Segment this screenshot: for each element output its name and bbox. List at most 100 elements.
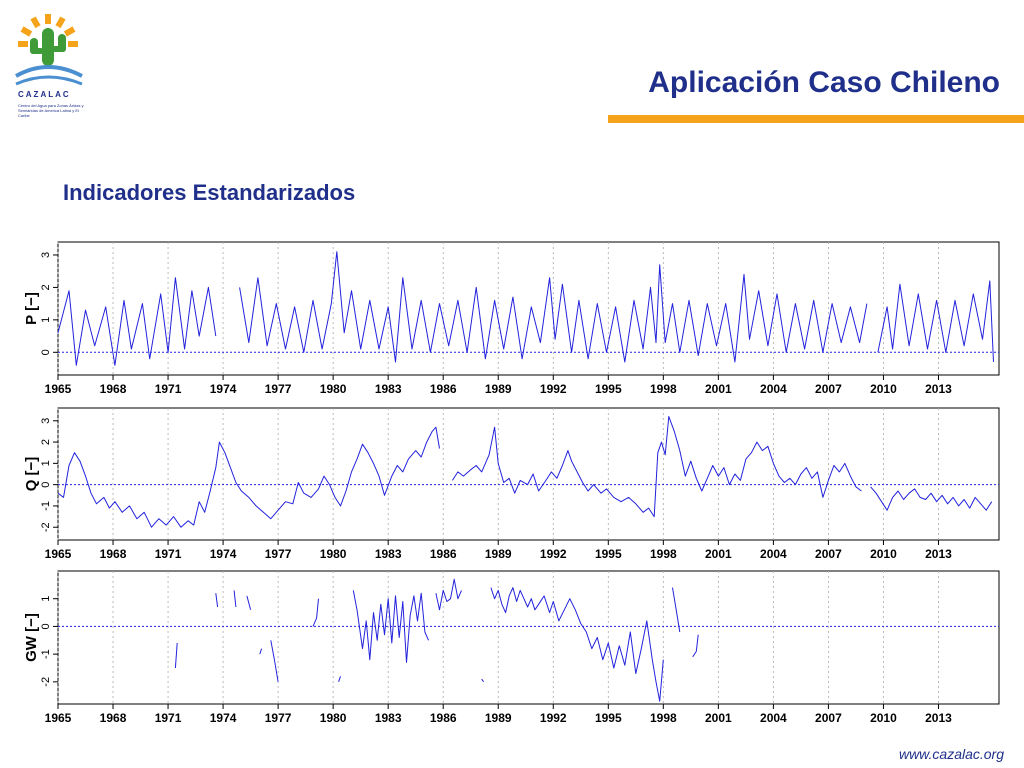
series-line xyxy=(870,486,993,511)
x-tick-label: 1965 xyxy=(45,547,72,561)
x-tick-label: 2013 xyxy=(925,382,952,396)
x-tick-label: 1992 xyxy=(540,382,567,396)
logo-subtitle: Centro del Agua para Zonas Áridas y Semi… xyxy=(18,103,84,118)
x-tick-label: 1986 xyxy=(430,711,457,725)
series-line xyxy=(877,280,994,363)
plot-frame xyxy=(57,407,1000,541)
x-tick-label: 1989 xyxy=(485,382,512,396)
x-tick-label: 1983 xyxy=(375,711,402,725)
series-line xyxy=(233,590,237,608)
x-tick-label: 2001 xyxy=(705,382,732,396)
x-tick-label: 1992 xyxy=(540,547,567,561)
y-tick-label: 1 xyxy=(40,596,52,602)
series-line xyxy=(57,426,440,528)
x-tick-label: 2004 xyxy=(760,382,787,396)
x-tick-label: 1965 xyxy=(45,711,72,725)
y-axis-label: GW [−] xyxy=(23,613,40,662)
x-tick-label: 1998 xyxy=(650,711,677,725)
series-line xyxy=(246,595,252,610)
x-tick-label: 1968 xyxy=(100,547,127,561)
x-tick-label: 1986 xyxy=(430,382,457,396)
x-tick-label: 1983 xyxy=(375,547,402,561)
y-tick-label: 1 xyxy=(40,460,52,466)
x-tick-label: 2013 xyxy=(925,711,952,725)
series-line xyxy=(270,640,279,682)
series-line xyxy=(352,590,429,663)
series-line xyxy=(57,277,217,366)
x-tick-label: 1983 xyxy=(375,382,402,396)
series-line xyxy=(435,578,462,611)
x-tick-label: 1995 xyxy=(595,711,622,725)
chart-panel-q: 1965 1968 1971 1974 1977 1980 1983 1986 1989 1992… xyxy=(23,407,1000,561)
y-tick-label: 3 xyxy=(40,252,52,258)
x-tick-label: 1971 xyxy=(155,382,182,396)
x-tick-label: 1977 xyxy=(265,711,292,725)
series-line xyxy=(338,676,341,682)
chart-panel-gw: 1965 1968 1971 1974 1977 1980 1983 1986 1989 1992… xyxy=(23,570,1000,725)
x-tick-label: 2010 xyxy=(870,547,897,561)
y-tick-label: 1 xyxy=(40,317,52,323)
series-line xyxy=(490,587,664,702)
x-tick-label: 1968 xyxy=(100,382,127,396)
y-tick-label: 0 xyxy=(40,482,52,488)
x-tick-label: 2013 xyxy=(925,547,952,561)
slide-title: Aplicación Caso Chileno xyxy=(648,66,1000,99)
series-line xyxy=(215,593,219,608)
plot-frame xyxy=(57,570,1000,705)
x-tick-label: 1974 xyxy=(210,382,237,396)
title-underline xyxy=(608,115,1024,123)
x-tick-label: 1965 xyxy=(45,382,72,396)
x-tick-label: 2004 xyxy=(760,547,787,561)
logo-name: CAZALAC xyxy=(18,90,71,99)
x-tick-label: 2007 xyxy=(815,547,842,561)
y-tick-label: -2 xyxy=(40,677,52,687)
y-axis-label: Q [−] xyxy=(23,457,40,492)
x-tick-label: 2010 xyxy=(870,382,897,396)
x-tick-label: 1980 xyxy=(320,711,347,725)
x-tick-label: 1995 xyxy=(595,547,622,561)
y-tick-label: 0 xyxy=(40,349,52,355)
x-tick-label: 2001 xyxy=(705,547,732,561)
x-tick-label: 1998 xyxy=(650,382,677,396)
x-tick-label: 1977 xyxy=(265,547,292,561)
cazalac-logo: CAZALAC Centro del Agua para Zonas Árida… xyxy=(14,14,84,124)
slide-subtitle: Indicadores Estandarizados xyxy=(63,180,356,205)
x-tick-label: 1992 xyxy=(540,711,567,725)
x-tick-label: 1974 xyxy=(210,547,237,561)
x-tick-label: 1989 xyxy=(485,547,512,561)
y-tick-label: 2 xyxy=(40,284,52,290)
y-tick-label: -1 xyxy=(40,501,52,511)
series-line xyxy=(451,416,862,518)
series-line xyxy=(692,634,699,658)
series-line xyxy=(672,587,681,633)
y-tick-label: 0 xyxy=(40,623,52,629)
x-tick-label: 1968 xyxy=(100,711,127,725)
standardized-indicators-charts: 1965 1968 1971 1974 1977 1980 1983 1986 1989 1992… xyxy=(23,241,1000,725)
x-tick-label: 1989 xyxy=(485,711,512,725)
x-tick-label: 2004 xyxy=(760,711,787,725)
series-line xyxy=(481,678,485,683)
x-tick-label: 1980 xyxy=(320,382,347,396)
chart-panel-p: 1965 1968 1971 1974 1977 1980 1983 1986 1989 1992… xyxy=(23,241,1000,396)
series-line xyxy=(259,648,263,655)
x-tick-label: 1974 xyxy=(210,711,237,725)
series-line xyxy=(174,642,178,669)
x-tick-label: 2010 xyxy=(870,711,897,725)
series-line xyxy=(239,251,868,363)
x-tick-label: 1980 xyxy=(320,547,347,561)
x-tick-label: 2001 xyxy=(705,711,732,725)
x-tick-label: 1998 xyxy=(650,547,677,561)
cactus-sun-logo-icon xyxy=(15,14,83,86)
plot-frame xyxy=(57,241,1000,376)
x-tick-label: 1986 xyxy=(430,547,457,561)
y-tick-label: -2 xyxy=(40,522,52,532)
series-line xyxy=(312,598,319,627)
x-tick-label: 2007 xyxy=(815,382,842,396)
x-tick-label: 1995 xyxy=(595,382,622,396)
y-tick-label: 3 xyxy=(40,418,52,424)
footer-url: www.cazalac.org xyxy=(899,746,1004,762)
website-link[interactable]: www.cazalac.org xyxy=(898,746,1004,762)
x-tick-label: 1977 xyxy=(265,382,292,396)
y-tick-label: -1 xyxy=(40,649,52,659)
x-tick-label: 1971 xyxy=(155,711,182,725)
